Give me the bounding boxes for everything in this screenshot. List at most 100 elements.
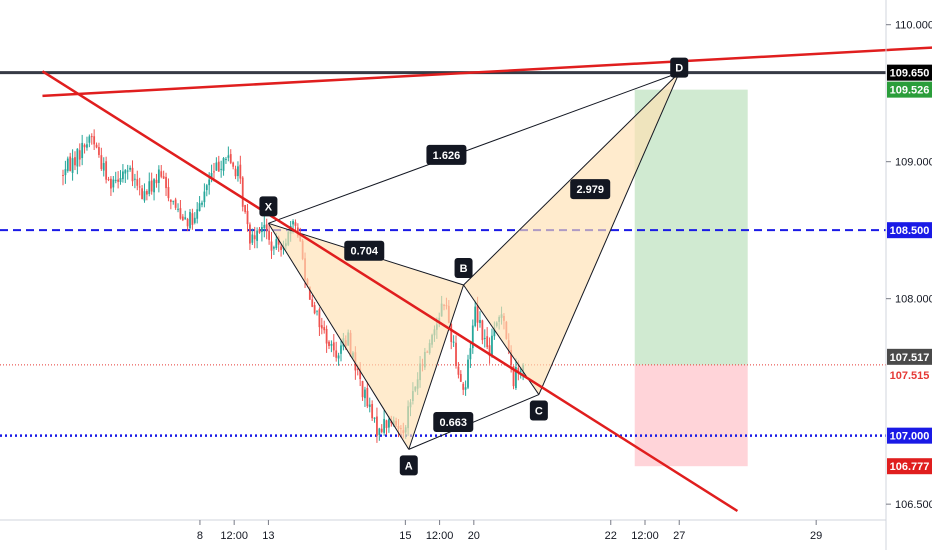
candle-body-73 bbox=[237, 166, 239, 177]
price-label-6: 106.777 bbox=[887, 458, 932, 475]
candle-body-135 bbox=[385, 420, 388, 428]
price-label-5: 107.000 bbox=[887, 427, 932, 444]
point-label-box-d bbox=[670, 57, 689, 78]
candle-body-131 bbox=[376, 416, 378, 436]
candle-body-6 bbox=[76, 148, 79, 167]
candle-body-84 bbox=[263, 224, 266, 229]
candle-body-164 bbox=[455, 342, 457, 366]
pattern-triangle-bcd bbox=[463, 72, 680, 395]
leg-ac bbox=[408, 394, 540, 450]
candle-body-30 bbox=[133, 178, 136, 180]
candle-body-44 bbox=[167, 187, 170, 199]
candle-body-50 bbox=[181, 216, 184, 221]
candle-body-13 bbox=[93, 136, 96, 145]
candle-body-63 bbox=[213, 171, 215, 173]
candle-body-165 bbox=[457, 366, 460, 375]
candle-body-162 bbox=[450, 324, 453, 342]
candle-body-82 bbox=[258, 228, 261, 233]
candle-body-89 bbox=[275, 239, 278, 249]
price-label-box-4 bbox=[887, 367, 932, 384]
candle-body-90 bbox=[277, 237, 280, 245]
candle-body-170 bbox=[469, 348, 472, 360]
price-label-text-4: 107.515 bbox=[890, 370, 930, 382]
candle-body-42 bbox=[162, 176, 165, 179]
candle-body-136 bbox=[388, 419, 390, 428]
x-tick-label-8: 27 bbox=[673, 530, 685, 542]
candle-body-39 bbox=[155, 179, 158, 184]
candle-body-29 bbox=[131, 167, 134, 182]
x-tick-label-9: 29 bbox=[810, 530, 822, 542]
candle-body-40 bbox=[157, 169, 160, 183]
candle-body-77 bbox=[246, 210, 249, 225]
price-labels: 109.650 109.526 108.500 107.517 107.515 107.0… bbox=[887, 64, 932, 475]
candle-body-180 bbox=[493, 327, 496, 337]
price-label-box-2 bbox=[887, 222, 932, 239]
candle-body-16 bbox=[100, 155, 103, 170]
ratio-label-3: 2.979 bbox=[570, 179, 611, 200]
candle-body-86 bbox=[268, 230, 270, 240]
candle-body-116 bbox=[340, 345, 342, 354]
price-label-text-6: 106.777 bbox=[890, 461, 930, 473]
point-label-x: X bbox=[259, 196, 278, 217]
candle-body-176 bbox=[483, 337, 486, 339]
candle-body-5 bbox=[74, 157, 76, 166]
candle-body-178 bbox=[488, 345, 491, 357]
point-label-text-x: X bbox=[265, 201, 273, 213]
point-label-text-a: A bbox=[405, 460, 413, 472]
candle-body-54 bbox=[191, 213, 194, 225]
candle-body-3 bbox=[69, 156, 72, 172]
price-label-text-1: 109.526 bbox=[890, 85, 930, 97]
candle-body-37 bbox=[150, 180, 153, 192]
price-axis[interactable]: 110.000 109.000 108.000 106.500 bbox=[886, 20, 932, 511]
price-label-3: 107.517 bbox=[887, 348, 932, 365]
candle-body-28 bbox=[129, 167, 132, 170]
candle-body-66 bbox=[220, 168, 223, 170]
candle-body-76 bbox=[244, 205, 247, 212]
candle-body-17 bbox=[102, 163, 105, 171]
candle-body-179 bbox=[491, 335, 493, 356]
candle-body-191 bbox=[519, 371, 522, 373]
x-tick-label-4: 12:00 bbox=[426, 530, 454, 542]
candle-body-59 bbox=[203, 191, 206, 203]
candle-body-48 bbox=[177, 208, 179, 210]
candle-body-0 bbox=[62, 174, 64, 176]
candle-body-34 bbox=[143, 191, 146, 201]
x-tick-label-1: 12:00 bbox=[220, 530, 248, 542]
candle-body-57 bbox=[198, 203, 201, 211]
candle-body-36 bbox=[148, 181, 151, 194]
x-tick-label-0: 8 bbox=[197, 530, 203, 542]
candle-body-173 bbox=[476, 305, 479, 323]
point-labels: X A B C D bbox=[259, 57, 689, 476]
candle-body-14 bbox=[95, 144, 98, 148]
point-label-a: A bbox=[399, 455, 418, 476]
candle-body-129 bbox=[371, 404, 374, 419]
candle-body-109 bbox=[323, 327, 326, 331]
candle-body-166 bbox=[459, 374, 462, 382]
candle-body-33 bbox=[141, 188, 143, 200]
candle-body-104 bbox=[311, 299, 314, 307]
candle-body-74 bbox=[239, 164, 242, 179]
price-label-box-5 bbox=[887, 427, 932, 444]
trendline-0 bbox=[41, 70, 739, 513]
candle-body-128 bbox=[368, 404, 371, 408]
ratio-label-1: 0.704 bbox=[344, 240, 385, 261]
candle-body-11 bbox=[88, 136, 91, 143]
ratio-label-2: 0.663 bbox=[433, 411, 474, 432]
candle-body-188 bbox=[512, 366, 515, 387]
candle-body-114 bbox=[335, 350, 338, 358]
candle-body-87 bbox=[270, 241, 273, 251]
candle-body-125 bbox=[361, 381, 364, 398]
candle-body-113 bbox=[332, 342, 335, 351]
candle-body-23 bbox=[117, 179, 120, 182]
candle-body-174 bbox=[479, 319, 481, 324]
candle-body-115 bbox=[337, 355, 340, 359]
candle-body-126 bbox=[364, 389, 366, 399]
candle-body-79 bbox=[251, 234, 254, 243]
candle-body-67 bbox=[222, 158, 225, 171]
ratio-label-box-3 bbox=[570, 179, 611, 200]
candle-body-43 bbox=[165, 176, 167, 189]
price-label-text-5: 107.000 bbox=[890, 431, 930, 443]
candle-body-65 bbox=[217, 161, 220, 172]
